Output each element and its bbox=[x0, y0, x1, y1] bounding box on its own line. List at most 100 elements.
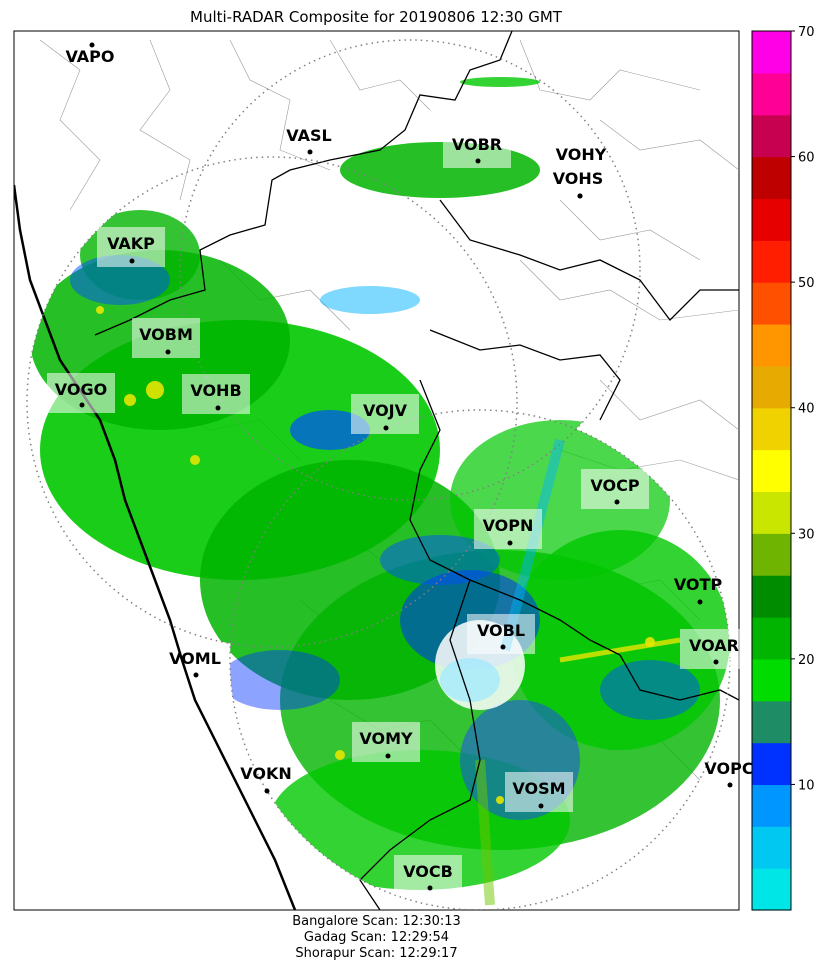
station-label: VOTP bbox=[674, 575, 723, 594]
scan-time-shorapur: Shorapur Scan: 12:29:17 bbox=[295, 946, 458, 961]
station-vasl: VASL bbox=[286, 126, 332, 155]
station-label: VOAR bbox=[689, 636, 739, 655]
scan-times: Bangalore Scan: 12:30:13 Gadag Scan: 12:… bbox=[14, 914, 739, 962]
colorbar-tick-label: 20 bbox=[798, 653, 815, 668]
colorbar-segment bbox=[752, 617, 791, 660]
station-label: VAKP bbox=[107, 234, 155, 253]
scan-time-gadag: Gadag Scan: 12:29:54 bbox=[303, 930, 450, 945]
colorbar-tick-label: 30 bbox=[798, 527, 815, 542]
colorbar-segment bbox=[752, 700, 791, 744]
colorbar: 10 20 30 40 50 60 70 bbox=[751, 25, 815, 911]
station-vocp: VOCP bbox=[581, 469, 649, 509]
colorbar-segment bbox=[752, 324, 791, 367]
station-vapo: VAPO bbox=[65, 42, 115, 66]
colorbar-segment bbox=[752, 282, 791, 325]
station-voar: VOAR bbox=[680, 629, 748, 669]
station-marker bbox=[385, 753, 391, 759]
colorbar-segment bbox=[752, 198, 791, 241]
station-labels: VAPO VASL VOBR VOHY VOHS VAKP VOBM VOGO VOHB VOJV… bbox=[47, 42, 754, 895]
state-boundaries bbox=[94, 31, 739, 910]
station-vokn: VOKN bbox=[240, 764, 292, 794]
scan-time-bangalore: Bangalore Scan: 12:30:13 bbox=[292, 914, 461, 929]
station-marker bbox=[165, 349, 171, 355]
station-vopc: VOPC bbox=[704, 759, 754, 788]
station-label: VASL bbox=[286, 126, 331, 145]
colorbar-segment bbox=[752, 31, 791, 74]
station-vobr: VOBR bbox=[443, 128, 511, 168]
colorbar-tick-label: 50 bbox=[798, 276, 815, 291]
station-label: VOJV bbox=[363, 401, 408, 420]
station-vohb: VOHB bbox=[182, 374, 250, 414]
colorbar-frame bbox=[751, 30, 792, 911]
station-marker bbox=[713, 659, 719, 665]
colorbar-segment bbox=[752, 72, 791, 116]
station-label: VOBL bbox=[477, 621, 525, 640]
station-label: VOPN bbox=[483, 516, 534, 535]
colorbar-segment bbox=[752, 784, 791, 827]
station-vogo: VOGO bbox=[47, 373, 115, 413]
colorbar-tick-label: 40 bbox=[798, 402, 815, 417]
station-label: VOKN bbox=[240, 764, 292, 783]
station-marker bbox=[500, 644, 506, 650]
station-label: VOCB bbox=[403, 862, 453, 881]
station-label: VOSM bbox=[512, 779, 565, 798]
station-label: VOGO bbox=[55, 380, 107, 399]
station-label: VOHB bbox=[190, 381, 241, 400]
coastline bbox=[14, 184, 297, 910]
colorbar-segment bbox=[752, 575, 791, 618]
station-marker bbox=[89, 42, 95, 48]
colorbar-segment bbox=[752, 868, 791, 911]
colorbar-tick-label: 70 bbox=[798, 25, 815, 40]
station-vocb: VOCB bbox=[394, 855, 462, 895]
station-marker bbox=[727, 782, 733, 788]
station-vojv: VOJV bbox=[351, 394, 419, 434]
colorbar-segment bbox=[752, 365, 791, 409]
station-marker bbox=[383, 425, 389, 431]
station-label: VOPC bbox=[704, 759, 753, 778]
station-voml: VOML bbox=[169, 649, 221, 678]
station-marker bbox=[264, 788, 270, 794]
station-marker bbox=[507, 540, 513, 546]
station-marker bbox=[427, 885, 433, 891]
station-vomy: VOMY bbox=[352, 722, 420, 762]
colorbar-tick-label: 10 bbox=[798, 778, 815, 793]
station-vakp: VAKP bbox=[97, 227, 165, 267]
station-label: VOBM bbox=[139, 325, 193, 344]
station-label: VOML bbox=[169, 649, 221, 668]
station-label: VOHS bbox=[553, 169, 604, 188]
colorbar-segment bbox=[752, 742, 791, 786]
station-vobl: VOBL bbox=[467, 614, 535, 654]
station-vopn: VOPN bbox=[474, 509, 542, 549]
station-label: VOBR bbox=[452, 135, 502, 154]
station-label: VOCP bbox=[590, 476, 639, 495]
colorbar-segment bbox=[752, 156, 791, 200]
station-marker bbox=[577, 193, 583, 199]
station-vohs: VOHS bbox=[553, 169, 604, 199]
station-marker bbox=[538, 803, 544, 809]
colorbar-segment bbox=[752, 658, 791, 702]
station-vosm: VOSM bbox=[505, 772, 573, 812]
station-marker bbox=[697, 599, 703, 605]
station-marker bbox=[129, 258, 135, 264]
station-marker bbox=[215, 405, 221, 411]
station-label: VOHY bbox=[556, 145, 607, 164]
colorbar-segment bbox=[752, 826, 791, 869]
colorbar-segment bbox=[752, 491, 791, 534]
station-marker bbox=[79, 402, 85, 408]
colorbar-segment bbox=[752, 449, 791, 493]
colorbar-segment bbox=[752, 240, 791, 283]
station-marker bbox=[193, 672, 199, 678]
station-votp: VOTP bbox=[674, 575, 723, 605]
colorbar-segment bbox=[752, 407, 791, 451]
station-marker bbox=[307, 149, 313, 155]
station-label: VOMY bbox=[359, 729, 413, 748]
station-label: VAPO bbox=[65, 47, 114, 66]
station-marker bbox=[614, 499, 620, 505]
colorbar-tick-label: 60 bbox=[798, 151, 815, 166]
colorbar-segment bbox=[752, 114, 791, 158]
colorbar-segment bbox=[752, 533, 791, 576]
station-marker bbox=[475, 158, 481, 164]
station-vobm: VOBM bbox=[132, 318, 200, 358]
radar-precipitation bbox=[30, 77, 730, 906]
